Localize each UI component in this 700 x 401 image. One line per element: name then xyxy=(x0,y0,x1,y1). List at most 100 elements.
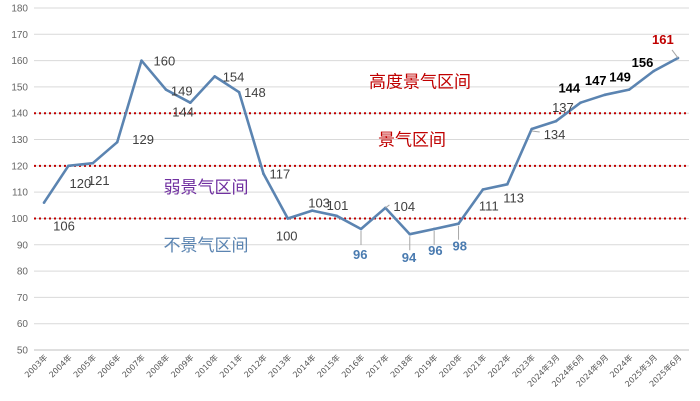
data-point xyxy=(506,182,509,186)
data-label: 121 xyxy=(88,173,110,188)
data-label: 137 xyxy=(552,100,574,115)
data-point xyxy=(286,217,290,220)
leader-line xyxy=(385,204,390,209)
data-label: 111 xyxy=(479,199,499,214)
x-tick-label: 2006年 xyxy=(95,352,122,379)
data-label: 144 xyxy=(558,81,580,96)
leader-lines xyxy=(360,49,679,251)
data-label: 144 xyxy=(172,105,194,120)
data-point xyxy=(213,75,216,78)
data-label: 96 xyxy=(428,243,442,258)
x-tick-label: 2012年 xyxy=(242,352,269,379)
data-point xyxy=(579,101,582,105)
data-point xyxy=(359,227,363,231)
data-point xyxy=(262,172,265,176)
y-tick-label: 180 xyxy=(11,4,28,15)
y-tick-label: 70 xyxy=(17,293,29,304)
x-tick-label: 2005年 xyxy=(71,352,98,379)
x-tick-label: 2013年 xyxy=(266,352,293,379)
data-point xyxy=(457,222,460,226)
x-tick-label: 2020年 xyxy=(437,352,464,379)
data-label: 94 xyxy=(402,250,417,265)
data-point xyxy=(408,232,412,236)
data-label: 154 xyxy=(223,69,245,84)
data-label: 160 xyxy=(154,54,176,69)
y-tick-label: 110 xyxy=(12,188,28,199)
x-tick-label: 2016年 xyxy=(339,352,366,379)
y-tick-label: 130 xyxy=(11,135,28,146)
x-tick-label: 2008年 xyxy=(144,352,171,379)
grid-lines xyxy=(34,7,689,351)
x-tick-label: 2018年 xyxy=(388,352,415,379)
data-label: 161 xyxy=(652,32,674,47)
data-label: 147 xyxy=(585,73,607,88)
data-label: 117 xyxy=(269,167,290,182)
x-tick-label: 2014年 xyxy=(291,352,318,379)
y-tick-label: 120 xyxy=(11,161,28,172)
data-point xyxy=(140,59,143,62)
data-point xyxy=(652,69,655,73)
y-tick-label: 50 xyxy=(17,346,29,357)
y-axis: 50 60 70 80 90 100 110 120 130 140 150 160 170 180 xyxy=(11,4,28,357)
zone-label: 弱景气区间 xyxy=(164,178,249,198)
x-tick-label: 2010年 xyxy=(193,352,220,379)
data-point xyxy=(67,164,70,168)
zone-label: 不景气区间 xyxy=(164,236,249,256)
y-tick-label: 60 xyxy=(17,319,29,330)
y-tick-label: 90 xyxy=(17,240,29,251)
data-label: 149 xyxy=(609,70,631,85)
data-label: 129 xyxy=(132,132,154,147)
data-label: 134 xyxy=(544,127,566,142)
data-label: 101 xyxy=(327,198,349,213)
y-tick-label: 160 xyxy=(11,56,28,67)
data-label: 113 xyxy=(503,190,524,205)
data-point xyxy=(481,188,485,191)
data-point xyxy=(335,214,338,218)
x-tick-label: 2021年 xyxy=(461,352,488,379)
data-point xyxy=(91,161,95,165)
data-label: 104 xyxy=(393,199,415,214)
leader-line xyxy=(671,49,679,59)
data-point xyxy=(603,93,607,97)
leader-line xyxy=(531,130,540,133)
x-tick-label: 2009年 xyxy=(169,352,196,379)
data-point xyxy=(627,88,631,91)
data-label: 96 xyxy=(353,247,367,262)
data-point xyxy=(432,227,436,231)
x-tick-label: 2019年 xyxy=(412,352,439,379)
zone-label: 高度景气区间 xyxy=(369,73,471,93)
data-label: 149 xyxy=(171,84,193,99)
y-tick-label: 80 xyxy=(17,267,29,278)
x-tick-label: 2022年 xyxy=(486,352,513,379)
zone-label: 景气区间 xyxy=(378,131,446,151)
data-point xyxy=(115,140,119,144)
y-tick-label: 100 xyxy=(11,214,28,225)
data-point xyxy=(310,209,314,212)
y-tick-label: 150 xyxy=(11,82,28,93)
data-label: 156 xyxy=(632,55,654,70)
x-tick-label: 2004年 xyxy=(47,352,74,379)
threshold-lines xyxy=(34,112,689,220)
data-point xyxy=(189,101,192,105)
data-point xyxy=(164,88,168,91)
data-label: 106 xyxy=(53,219,75,234)
data-point xyxy=(530,127,533,131)
series-line xyxy=(42,56,680,236)
y-tick-label: 170 xyxy=(11,30,28,41)
data-label: 148 xyxy=(244,85,266,100)
y-tick-label: 140 xyxy=(11,109,28,120)
x-axis: 2003年2004年2005年2006年2007年2008年2009年2010年… xyxy=(22,349,689,389)
data-point xyxy=(42,201,46,204)
data-label: 98 xyxy=(453,239,467,254)
x-tick-label: 2011年 xyxy=(217,352,244,379)
x-tick-label: 2015年 xyxy=(315,352,342,379)
data-label: 120 xyxy=(70,176,92,191)
x-tick-label: 2017年 xyxy=(364,352,391,379)
data-label: 103 xyxy=(308,196,330,211)
data-label: 100 xyxy=(276,228,298,243)
x-tick-label: 2007年 xyxy=(120,352,147,379)
data-point xyxy=(554,119,558,123)
